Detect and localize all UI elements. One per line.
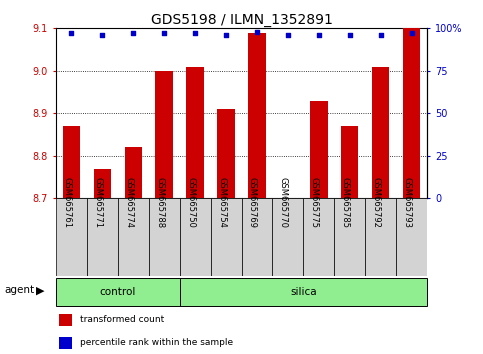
Bar bbox=[341, 126, 358, 198]
FancyBboxPatch shape bbox=[180, 198, 211, 276]
Point bbox=[284, 32, 292, 38]
Text: GSM665788: GSM665788 bbox=[155, 177, 164, 228]
Text: GSM665769: GSM665769 bbox=[248, 177, 257, 228]
Point bbox=[346, 32, 354, 38]
Point bbox=[160, 30, 168, 36]
Bar bbox=[217, 109, 235, 198]
Bar bbox=[59, 337, 72, 349]
Text: GSM665774: GSM665774 bbox=[124, 177, 133, 228]
Point bbox=[222, 32, 230, 38]
Text: GSM665750: GSM665750 bbox=[186, 177, 195, 228]
Point bbox=[98, 32, 106, 38]
Text: GSM665754: GSM665754 bbox=[217, 177, 226, 228]
Bar bbox=[94, 169, 111, 198]
Point bbox=[129, 30, 137, 36]
Text: GSM665775: GSM665775 bbox=[310, 177, 319, 228]
Text: percentile rank within the sample: percentile rank within the sample bbox=[80, 338, 233, 348]
Text: ▶: ▶ bbox=[36, 285, 45, 296]
Point bbox=[315, 32, 323, 38]
Text: GSM665792: GSM665792 bbox=[372, 177, 381, 228]
Text: transformed count: transformed count bbox=[80, 315, 164, 325]
Text: silica: silica bbox=[290, 287, 317, 297]
Bar bbox=[62, 126, 80, 198]
Bar bbox=[59, 314, 72, 326]
FancyBboxPatch shape bbox=[242, 198, 272, 276]
FancyBboxPatch shape bbox=[149, 198, 180, 276]
Bar bbox=[125, 147, 142, 198]
Text: GSM665793: GSM665793 bbox=[403, 177, 412, 228]
FancyBboxPatch shape bbox=[86, 198, 117, 276]
Bar bbox=[311, 101, 327, 198]
FancyBboxPatch shape bbox=[211, 198, 242, 276]
FancyBboxPatch shape bbox=[117, 198, 149, 276]
Bar bbox=[186, 67, 203, 198]
Text: GSM665761: GSM665761 bbox=[62, 177, 71, 228]
FancyBboxPatch shape bbox=[180, 278, 427, 306]
FancyBboxPatch shape bbox=[56, 278, 180, 306]
FancyBboxPatch shape bbox=[303, 198, 334, 276]
Point bbox=[408, 30, 416, 36]
Point bbox=[253, 29, 261, 35]
Bar bbox=[156, 71, 172, 198]
Point bbox=[377, 32, 385, 38]
FancyBboxPatch shape bbox=[397, 198, 427, 276]
Text: GSM665785: GSM665785 bbox=[341, 177, 350, 228]
FancyBboxPatch shape bbox=[366, 198, 397, 276]
Text: GSM665771: GSM665771 bbox=[93, 177, 102, 228]
FancyBboxPatch shape bbox=[334, 198, 366, 276]
Point bbox=[67, 30, 75, 36]
Text: GSM665770: GSM665770 bbox=[279, 177, 288, 228]
Point bbox=[191, 30, 199, 36]
Bar bbox=[248, 33, 266, 198]
FancyBboxPatch shape bbox=[272, 198, 303, 276]
Text: agent: agent bbox=[5, 285, 35, 296]
Text: control: control bbox=[99, 287, 136, 297]
Bar bbox=[403, 28, 421, 198]
Title: GDS5198 / ILMN_1352891: GDS5198 / ILMN_1352891 bbox=[151, 13, 332, 27]
FancyBboxPatch shape bbox=[56, 198, 86, 276]
Bar bbox=[372, 67, 389, 198]
